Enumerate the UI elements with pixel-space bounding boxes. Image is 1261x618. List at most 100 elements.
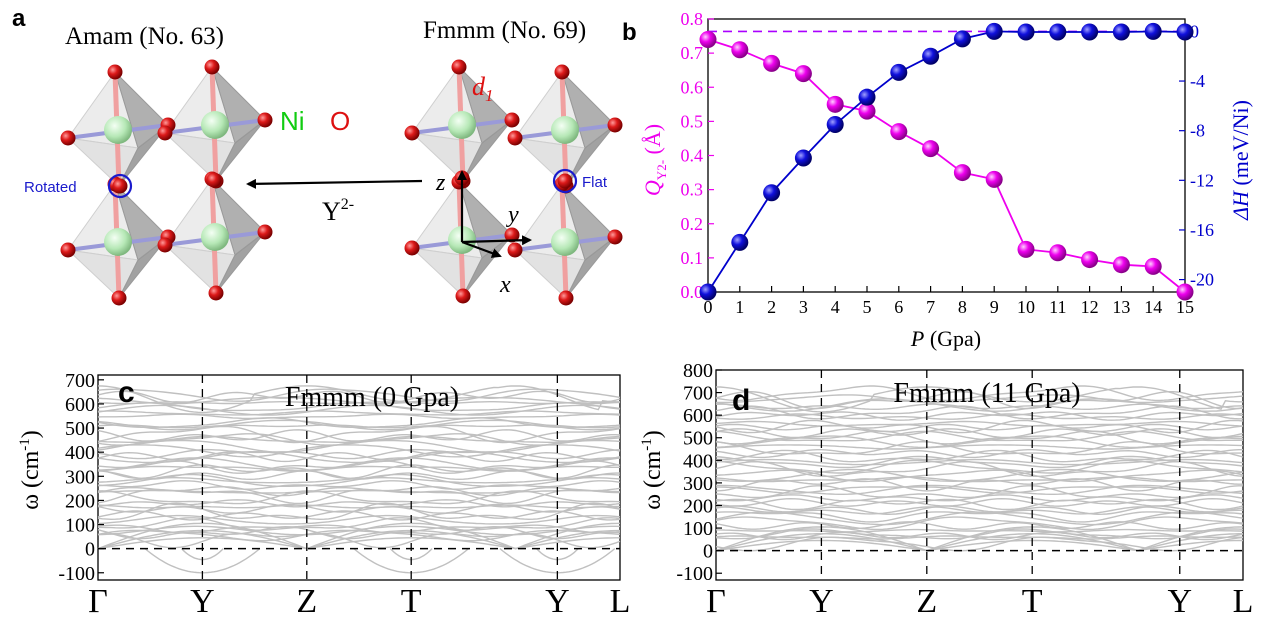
phonon-band bbox=[715, 458, 1244, 466]
left-tick-label: 0.8 bbox=[681, 9, 704, 29]
h-data-point bbox=[1049, 23, 1067, 41]
y-tick-label: 700 bbox=[65, 370, 95, 392]
phonon-band bbox=[715, 511, 1244, 523]
left-tick-label: 0.0 bbox=[681, 282, 704, 302]
h-data-point bbox=[794, 149, 812, 167]
phonon-band bbox=[97, 517, 621, 531]
h-data-point bbox=[731, 233, 749, 251]
phonon-band bbox=[715, 528, 1244, 533]
h-data-point bbox=[1144, 22, 1162, 40]
k-point-label: Y bbox=[545, 583, 570, 618]
q-data-point bbox=[731, 41, 749, 59]
k-point-label: T bbox=[401, 583, 422, 618]
phonon-band bbox=[97, 514, 621, 525]
x-tick-label: 3 bbox=[799, 297, 808, 317]
x-tick-label: 9 bbox=[990, 297, 999, 317]
octahedron-face bbox=[118, 124, 169, 187]
right-tick-label: -12 bbox=[1190, 170, 1214, 190]
q-data-point bbox=[1144, 257, 1162, 275]
k-point-label: Y bbox=[1167, 583, 1192, 618]
h-data-point bbox=[1017, 23, 1035, 41]
o-atom bbox=[607, 117, 623, 133]
octahedron bbox=[513, 182, 616, 299]
o-atom bbox=[60, 242, 76, 258]
acoustic-band bbox=[97, 522, 621, 550]
chart-b-x-axis-label: P (Gpa) bbox=[910, 326, 981, 351]
o-atom bbox=[404, 125, 420, 141]
phonon-band bbox=[97, 413, 621, 420]
phonon-band bbox=[97, 510, 621, 521]
x-tick-label: 7 bbox=[926, 297, 935, 317]
x-tick-label: 13 bbox=[1112, 297, 1130, 317]
x-tick-label: 5 bbox=[863, 297, 872, 317]
chart-b-frame bbox=[707, 18, 1186, 293]
y-tick-label: 500 bbox=[683, 428, 713, 450]
amam-title: Amam (No. 63) bbox=[65, 23, 224, 50]
phonon-band bbox=[715, 498, 1244, 511]
k-point-label: Z bbox=[916, 583, 937, 618]
h-data-point bbox=[1081, 23, 1099, 41]
x-axis-arrow bbox=[461, 240, 502, 258]
phonon-band bbox=[715, 411, 1244, 421]
left-tick-label: 0.6 bbox=[681, 77, 704, 97]
x-tick-label: 6 bbox=[894, 297, 903, 317]
k-point-label: T bbox=[1022, 583, 1043, 618]
phonon-band bbox=[715, 459, 1244, 474]
phonon-band bbox=[716, 486, 1244, 494]
chart-c-y-axis-label: ω (cm-1) bbox=[17, 430, 44, 510]
x-tick-label: 8 bbox=[958, 297, 967, 317]
phonon-band bbox=[97, 470, 620, 481]
octahedron-face bbox=[215, 119, 266, 182]
panel-b-letter: b bbox=[622, 19, 637, 46]
mode-label: Y2- bbox=[322, 196, 354, 226]
left-tick-label: 0.1 bbox=[681, 248, 704, 268]
octahedron-face bbox=[565, 236, 616, 299]
chart-d-title: Fmmm (11 Gpa) bbox=[893, 378, 1080, 409]
panel-c-letter: c bbox=[118, 376, 135, 409]
left-tick-label: 0.5 bbox=[681, 111, 704, 131]
rotated-label: Rotated bbox=[24, 179, 77, 196]
q-data-point bbox=[890, 123, 908, 141]
q-data-point bbox=[699, 30, 717, 48]
x-tick-label: 1 bbox=[735, 297, 744, 317]
phonon-band bbox=[97, 489, 621, 494]
phonon-band bbox=[97, 525, 621, 536]
o-atom bbox=[257, 112, 273, 128]
right-tick-label: -20 bbox=[1190, 270, 1214, 290]
q-data-point bbox=[1049, 244, 1067, 262]
chart-d-y-axis-label: ω (cm-1) bbox=[639, 430, 666, 510]
o-atom bbox=[504, 112, 520, 128]
phonon-band bbox=[716, 484, 1244, 495]
h-data-point bbox=[1176, 23, 1194, 41]
octahedron-face bbox=[565, 124, 616, 187]
phonon-band bbox=[715, 385, 1244, 402]
phonon-band bbox=[715, 521, 1244, 530]
acoustic-band bbox=[97, 529, 620, 550]
k-point-label: Γ bbox=[88, 583, 108, 618]
x-tick-label: 14 bbox=[1144, 297, 1162, 317]
ni-atom bbox=[201, 223, 229, 251]
k-point-label: L bbox=[1233, 583, 1254, 618]
x-tick-label: 0 bbox=[704, 297, 713, 317]
d1-label: d1 bbox=[472, 72, 494, 105]
q-series-line bbox=[707, 38, 1186, 293]
h-data-point bbox=[922, 47, 940, 65]
phonon-band bbox=[97, 490, 621, 505]
rotated-circle bbox=[107, 173, 133, 199]
chart-c-frame bbox=[97, 374, 621, 581]
octahedron-face bbox=[118, 236, 169, 299]
h-data-point bbox=[826, 115, 844, 133]
o-atom bbox=[157, 125, 173, 141]
right-tick-label: -16 bbox=[1190, 220, 1214, 240]
o-atom bbox=[507, 130, 523, 146]
y-tick-label: 400 bbox=[683, 450, 713, 472]
octahedra-group bbox=[66, 65, 616, 299]
phonon-band bbox=[715, 386, 1243, 413]
phonon-band bbox=[97, 460, 621, 474]
phonon-band bbox=[97, 480, 621, 490]
y-tick-label: 400 bbox=[65, 442, 95, 464]
acoustic-band bbox=[715, 533, 1243, 552]
